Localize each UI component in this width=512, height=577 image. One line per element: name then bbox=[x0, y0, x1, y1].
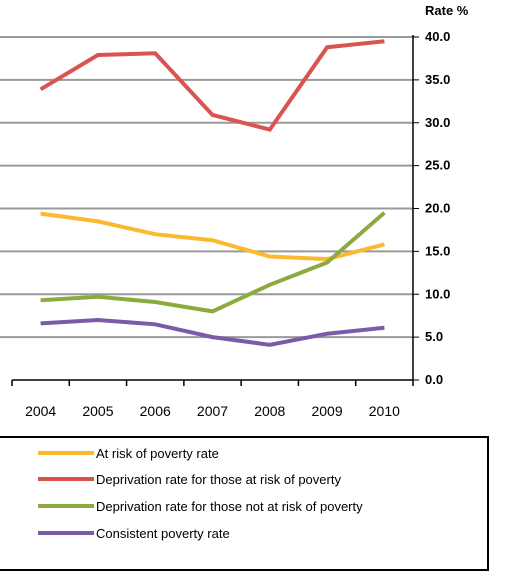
legend-item: Deprivation rate for those at risk of po… bbox=[38, 469, 341, 489]
x-tick-label: 2010 bbox=[369, 403, 400, 419]
y-tick-label: 40.0 bbox=[425, 29, 450, 44]
legend: At risk of poverty rate Deprivation rate … bbox=[0, 436, 489, 571]
legend-label: Consistent poverty rate bbox=[96, 525, 230, 541]
x-tick-label: 2005 bbox=[82, 403, 113, 419]
series-line-2 bbox=[39, 39, 385, 132]
series-lines bbox=[39, 39, 386, 347]
y-tick-labels: 0.0 5.0 10.0 15.0 20.0 25.0 30.0 35.0 40.0 bbox=[425, 29, 450, 387]
gridlines bbox=[0, 36, 413, 339]
legend-swatch bbox=[38, 451, 94, 455]
x-tick-label: 2009 bbox=[311, 403, 342, 419]
y-tick-label: 0.0 bbox=[425, 372, 443, 387]
y-tick-label: 25.0 bbox=[425, 158, 450, 173]
line-chart: Rate % 0.0 5.0 10.0 15.0 20.0 25.0 30.0 35.0 40.… bbox=[0, 3, 469, 419]
legend-item: Consistent poverty rate bbox=[38, 523, 230, 543]
y-tick-label: 15.0 bbox=[425, 243, 450, 258]
x-tick-label: 2004 bbox=[25, 403, 56, 419]
y-tick-label: 5.0 bbox=[425, 329, 443, 344]
legend-swatch bbox=[38, 504, 94, 508]
legend-item: At risk of poverty rate bbox=[38, 443, 219, 463]
x-tick-labels: 2004 2005 2006 2007 2008 2009 2010 bbox=[25, 403, 400, 419]
legend-swatch bbox=[38, 477, 94, 481]
series-line-4 bbox=[40, 317, 385, 347]
legend-swatch bbox=[38, 531, 94, 535]
x-tick-label: 2006 bbox=[140, 403, 171, 419]
y-tick-label: 10.0 bbox=[425, 286, 450, 301]
legend-label: Deprivation rate for those not at risk o… bbox=[96, 498, 363, 514]
series-line-1 bbox=[40, 211, 385, 262]
x-tick-label: 2008 bbox=[254, 403, 285, 419]
y-tick-label: 30.0 bbox=[425, 115, 450, 130]
y-tick-label: 35.0 bbox=[425, 72, 450, 87]
axes bbox=[11, 35, 419, 386]
legend-label: At risk of poverty rate bbox=[96, 445, 219, 461]
x-tick-label: 2007 bbox=[197, 403, 228, 419]
y-tick-label: 20.0 bbox=[425, 201, 450, 216]
series-line-3 bbox=[40, 211, 386, 314]
legend-label: Deprivation rate for those at risk of po… bbox=[96, 471, 341, 487]
y-axis-unit-label: Rate % bbox=[425, 3, 469, 18]
legend-item: Deprivation rate for those not at risk o… bbox=[38, 496, 363, 516]
